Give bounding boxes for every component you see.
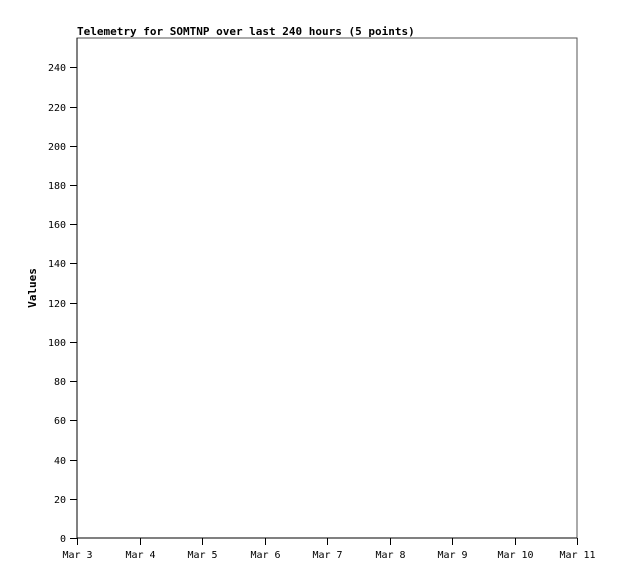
x-tick-label: Mar 9 [437,550,467,561]
y-tick-label: 160 [48,220,66,231]
x-tick-label: Mar 10 [497,550,533,561]
plot-frame [76,37,578,539]
y-tick-label: 40 [54,456,66,467]
y-tick-label: 60 [54,416,66,427]
x-tick-label: Mar 4 [125,550,155,561]
y-tick-label: 80 [54,377,66,388]
x-tick-label: Mar 3 [62,550,92,561]
chart-title: Telemetry for SOMTNP over last 240 hours… [77,25,415,38]
y-tick-label: 200 [48,142,66,153]
y-tick-label: 220 [48,103,66,114]
y-tick-label: 20 [54,495,66,506]
y-axis: 0 20 40 60 80 100 120 140 160 180 200 220 240 [48,38,78,545]
x-tick-label: Mar 5 [187,550,217,561]
y-tick-label: 240 [48,63,66,74]
x-axis: Mar 3 Mar 4 Mar 5 Mar 6 Mar 7 Mar 8 Mar 9 Mar 1… [62,537,596,561]
y-tick-label: 120 [48,299,66,310]
x-tick-label: Mar 8 [375,550,405,561]
x-tick-label: Mar 11 [559,550,595,561]
y-tick-label: 180 [48,181,66,192]
y-tick-label: 100 [48,338,66,349]
y-axis-label: Values [26,268,39,308]
x-tick-label: Mar 6 [250,550,280,561]
y-tick-label: 0 [60,534,66,545]
y-tick-label: 140 [48,259,66,270]
x-tick-label: Mar 7 [312,550,342,561]
